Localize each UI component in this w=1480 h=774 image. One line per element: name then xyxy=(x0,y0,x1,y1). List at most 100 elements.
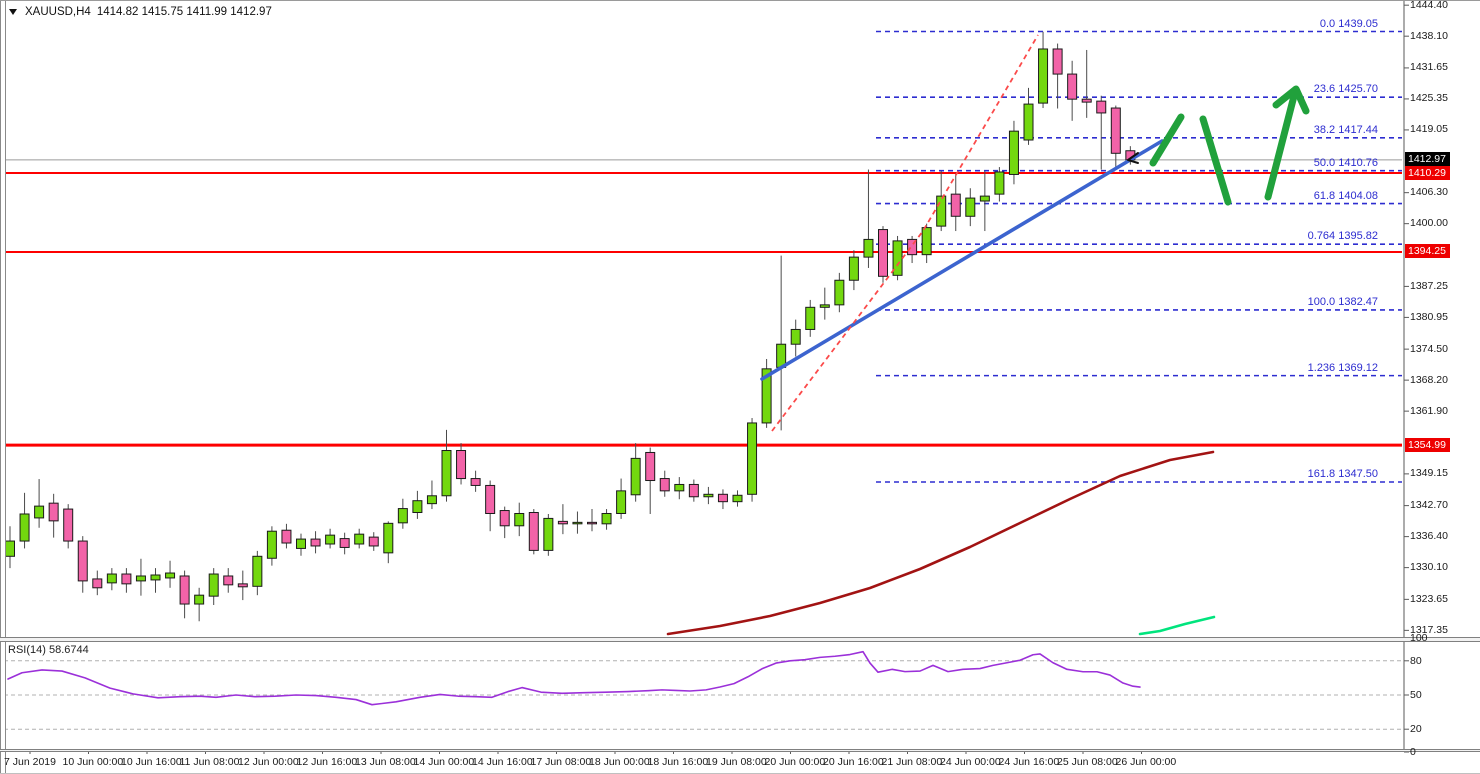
candle xyxy=(688,479,699,502)
rsi-indicator-label: RSI(14) 58.6744 xyxy=(8,644,89,656)
candle xyxy=(5,526,15,569)
time-axis-label: 25 Jun 08:00 xyxy=(1057,756,1118,768)
candle xyxy=(179,570,190,619)
candle xyxy=(48,493,59,538)
candle xyxy=(936,171,947,232)
candle xyxy=(979,171,990,232)
price-axis-label: 1438.10 xyxy=(1410,29,1448,42)
price-axis-label: 1323.65 xyxy=(1410,592,1448,605)
fibonacci-lines xyxy=(876,30,1402,483)
price-axis-label: 1400.00 xyxy=(1410,217,1448,230)
candle xyxy=(892,235,903,281)
candle xyxy=(674,477,685,500)
fib-level-label: 161.8 1347.50 xyxy=(1307,467,1378,480)
price-axis-label: 1368.20 xyxy=(1410,373,1448,386)
candle xyxy=(1067,60,1078,121)
fib-level-label: 0.764 1395.82 xyxy=(1307,230,1378,243)
candle xyxy=(92,570,103,596)
symbol-dropdown-icon[interactable] xyxy=(9,9,17,15)
rsi-scale-label: 0 xyxy=(1410,746,1416,758)
candle xyxy=(1038,31,1049,109)
candle xyxy=(426,480,437,510)
candle xyxy=(587,509,597,532)
candle xyxy=(252,550,263,596)
time-axis-label: 13 Jun 08:00 xyxy=(355,756,416,768)
price-axis-label: 1342.70 xyxy=(1410,499,1448,512)
candle xyxy=(761,358,772,428)
price-axis-label: 1406.30 xyxy=(1410,186,1448,199)
price-axis-label: 1361.90 xyxy=(1410,404,1448,417)
candle xyxy=(819,287,830,320)
fib-level-label: 50.0 1410.76 xyxy=(1313,156,1378,169)
candle xyxy=(834,272,845,313)
candle xyxy=(456,443,467,485)
candle xyxy=(325,528,336,549)
price-axis-label: 1387.25 xyxy=(1410,279,1448,292)
pane-splitter[interactable] xyxy=(0,637,1480,642)
time-axis-label: 18 Jun 00:00 xyxy=(589,756,650,768)
candle xyxy=(441,429,452,502)
candle xyxy=(717,489,728,510)
candle xyxy=(630,443,641,502)
fib-level-label: 61.8 1404.08 xyxy=(1313,189,1378,202)
candle xyxy=(848,250,859,291)
candle xyxy=(208,568,219,606)
window-left-border xyxy=(0,1,6,773)
candle xyxy=(557,504,568,535)
candle xyxy=(266,526,277,566)
fib-level-label: 0.0 1439.05 xyxy=(1319,17,1378,30)
candle xyxy=(368,532,379,551)
price-axis-label: 1317.35 xyxy=(1410,623,1448,636)
fib-level-label: 23.6 1425.70 xyxy=(1313,83,1378,96)
candle xyxy=(121,568,132,593)
price-axis-label: 1431.65 xyxy=(1410,61,1448,74)
price-axis-label: 1425.35 xyxy=(1410,92,1448,105)
candle xyxy=(412,490,423,519)
rsi-scale-label: 100 xyxy=(1410,632,1428,644)
candle xyxy=(805,299,816,337)
time-axis-label: 18 Jun 16:00 xyxy=(647,756,709,768)
candle xyxy=(601,509,612,530)
candle xyxy=(863,169,874,268)
candle xyxy=(470,470,481,492)
time-axis-label: 11 Jun 08:00 xyxy=(179,756,240,768)
candle xyxy=(1096,95,1107,170)
drawn-green-arrows xyxy=(1149,85,1310,206)
time-axis-label: 12 Jun 16:00 xyxy=(296,756,358,768)
time-axis-label: 24 Jun 00:00 xyxy=(940,756,1001,768)
time-axis-label: 26 Jun 00:00 xyxy=(1115,756,1177,768)
candle xyxy=(994,167,1005,202)
candle xyxy=(485,480,496,532)
time-axis-label: 20 Jun 00:00 xyxy=(764,756,826,768)
candle xyxy=(776,255,787,431)
time-axis-label: 10 Jun 00:00 xyxy=(62,756,124,768)
price-tag: 1394.25 xyxy=(1405,244,1450,259)
candle xyxy=(296,533,306,556)
candle xyxy=(907,235,918,264)
time-axis-label: 21 Jun 08:00 xyxy=(881,756,943,768)
candle xyxy=(165,560,176,588)
price-axis-label: 1349.15 xyxy=(1410,467,1448,480)
time-axis-label: 14 Jun 00:00 xyxy=(413,756,475,768)
candle xyxy=(310,531,321,554)
trendline-anchor-arrow xyxy=(1127,152,1139,164)
candle xyxy=(194,587,205,622)
candle xyxy=(1052,43,1063,109)
candle xyxy=(543,513,554,556)
candle xyxy=(135,558,146,596)
bottom-pane-splitter[interactable] xyxy=(0,749,1480,752)
time-axis-label: 10 Jun 16:00 xyxy=(121,756,182,768)
candle xyxy=(572,511,583,534)
candle xyxy=(965,188,976,227)
candle xyxy=(150,568,161,593)
price-axis-label: 1330.10 xyxy=(1410,561,1448,574)
candle xyxy=(106,568,117,591)
fib-level-label: 1.236 1369.12 xyxy=(1307,361,1378,374)
candle xyxy=(616,478,627,519)
rsi-scale-label: 50 xyxy=(1410,689,1422,701)
candle xyxy=(63,504,74,549)
candle xyxy=(1023,87,1034,145)
candle xyxy=(950,172,961,232)
